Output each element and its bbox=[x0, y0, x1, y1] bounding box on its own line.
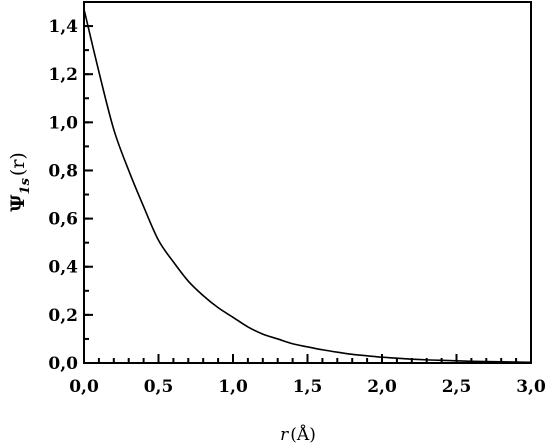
x-tick-label: 3,0 bbox=[516, 377, 546, 397]
y-axis-subscript: 1s bbox=[18, 177, 33, 194]
ticks bbox=[83, 0, 532, 364]
x-tick-label: 0,0 bbox=[69, 377, 99, 397]
x-tick-label: 2,0 bbox=[367, 377, 397, 397]
y-axis-symbol: Ψ bbox=[7, 194, 29, 212]
tick-labels: 0,0 0,5 1,0 1,5 2,0 2,5 3,0 0,0 0,2 0,4 0,6 0,8 1,0 1… bbox=[48, 17, 546, 397]
x-tick-label: 0,5 bbox=[144, 377, 174, 397]
x-tick-label: 1,0 bbox=[218, 377, 248, 397]
y-tick-label: 0,6 bbox=[48, 210, 78, 230]
plot-frame bbox=[83, 1, 532, 364]
y-tick-label: 0,0 bbox=[48, 354, 78, 374]
y-tick-label: 0,4 bbox=[48, 258, 78, 278]
y-axis-arg: (r) bbox=[7, 152, 29, 176]
y-axis-title: Ψ1s(r) bbox=[7, 152, 33, 212]
y-tick-label: 0,2 bbox=[48, 306, 78, 326]
x-tick-label: 2,5 bbox=[442, 377, 472, 397]
x-tick-label: 1,5 bbox=[293, 377, 323, 397]
y-tick-label: 1,2 bbox=[48, 65, 78, 85]
y-tick-label: 1,0 bbox=[48, 113, 78, 133]
y-tick-label: 0,8 bbox=[48, 161, 78, 181]
psi-1s-curve bbox=[83, 9, 532, 364]
x-axis-var: r bbox=[280, 425, 289, 445]
x-axis-unit: (Å) bbox=[290, 424, 316, 445]
x-axis-title: r (Å) bbox=[280, 424, 316, 445]
y-tick-label: 1,4 bbox=[48, 17, 78, 37]
